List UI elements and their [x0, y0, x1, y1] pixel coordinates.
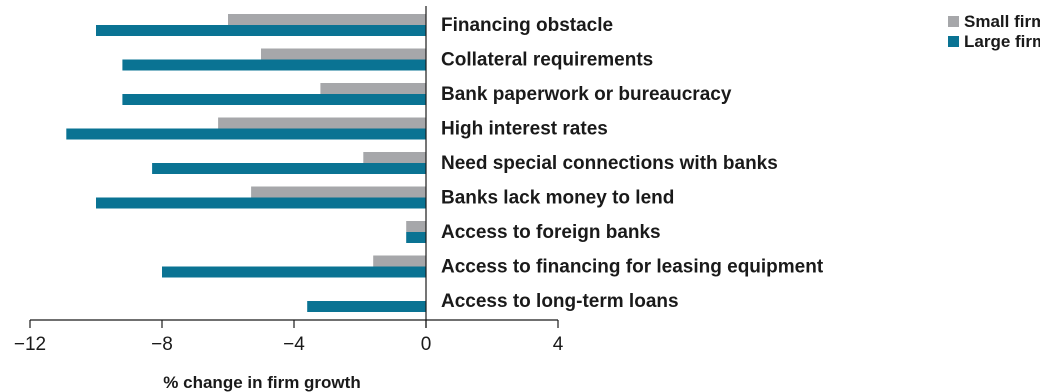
- x-axis: −12 −8 −4 0 4: [14, 6, 564, 355]
- x-tick-label: −8: [151, 334, 173, 355]
- x-tick-label: −4: [283, 334, 305, 355]
- bar-small-firms-7: [373, 255, 426, 267]
- category-label: Financing obstacle: [441, 15, 613, 36]
- bars-group: [66, 14, 427, 312]
- legend-swatch-large-firms: [948, 36, 959, 47]
- category-label: Banks lack money to lend: [441, 188, 674, 209]
- bar-large-firms-6: [406, 232, 426, 243]
- category-label: Access to foreign banks: [441, 222, 661, 243]
- bar-small-firms-0: [228, 14, 426, 25]
- category-label: Need special connections with banks: [441, 153, 778, 174]
- bar-large-firms-1: [122, 59, 427, 71]
- bar-large-firms-0: [96, 25, 426, 36]
- bar-small-firms-6: [406, 221, 426, 232]
- bar-small-firms-3: [218, 117, 426, 129]
- bar-small-firms-2: [320, 83, 426, 94]
- bar-large-firms-3: [66, 128, 427, 140]
- bar-small-firms-5: [251, 186, 426, 198]
- bar-large-firms-8: [307, 301, 426, 312]
- bar-large-firms-5: [96, 197, 426, 209]
- category-label: High interest rates: [441, 119, 608, 140]
- bar-large-firms-4: [152, 163, 426, 174]
- category-labels-group: Financing obstacle Collateral requirement…: [441, 15, 824, 312]
- bar-small-firms-4: [363, 152, 426, 163]
- x-tick-label: 0: [421, 334, 432, 355]
- legend-label-small-firms: Small firms: [964, 12, 1040, 31]
- x-tick-label: −12: [14, 334, 46, 355]
- category-label: Access to financing for leasing equipmen…: [441, 257, 824, 278]
- category-label: Bank paperwork or bureaucracy: [441, 84, 732, 105]
- legend: Small firmsLarge firms: [948, 12, 1040, 51]
- legend-label-large-firms: Large firms: [964, 32, 1040, 51]
- category-label: Collateral requirements: [441, 50, 653, 71]
- legend-swatch-small-firms: [948, 16, 959, 27]
- category-label: Access to long-term loans: [441, 291, 679, 312]
- bar-small-firms-1: [261, 48, 426, 60]
- bar-large-firms-2: [122, 94, 427, 105]
- x-tick-label: 4: [553, 334, 564, 355]
- x-axis-title: % change in firm growth: [163, 373, 360, 392]
- bar-large-firms-7: [162, 266, 426, 278]
